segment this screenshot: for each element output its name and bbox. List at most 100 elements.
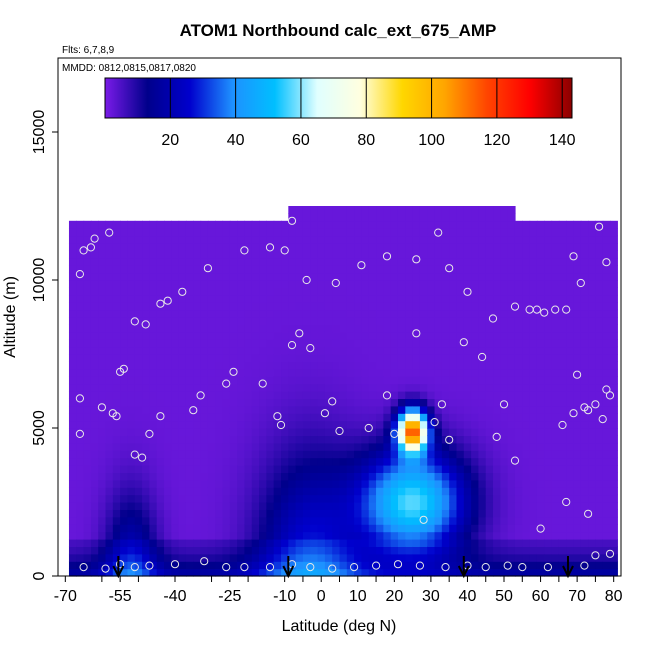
heatmap-cell: [580, 450, 589, 459]
heatmap-cell: [449, 391, 458, 399]
heatmap-cell: [185, 361, 194, 370]
heatmap-cell: [259, 294, 267, 303]
heatmap-cell: [602, 346, 611, 355]
heatmap-cell: [588, 487, 597, 496]
heatmap-cell: [266, 361, 275, 370]
heatmap-cell: [200, 494, 209, 503]
heatmap-cell: [317, 487, 326, 496]
heatmap-cell: [610, 509, 618, 518]
heatmap-cell: [441, 502, 450, 510]
heatmap-cell: [229, 265, 238, 274]
heatmap-cell: [507, 346, 516, 355]
heatmap-cell: [602, 457, 611, 466]
heatmap-cell: [419, 472, 428, 481]
heatmap-cell: [222, 561, 231, 570]
heatmap-cell: [507, 509, 516, 518]
heatmap-cell: [302, 435, 311, 444]
heatmap-cell: [149, 465, 158, 473]
heatmap-cell: [222, 317, 231, 325]
heatmap-cell: [485, 235, 494, 244]
heatmap-cell: [434, 546, 443, 555]
heatmap-cell: [383, 294, 392, 303]
heatmap-cell: [507, 465, 516, 473]
heatmap-cell: [281, 346, 289, 355]
heatmap-cell: [529, 309, 538, 318]
heatmap-cell: [354, 472, 363, 481]
heatmap-cell: [90, 450, 99, 459]
heatmap-cell: [558, 354, 567, 362]
heatmap-cell: [449, 398, 458, 407]
heatmap-cell: [281, 531, 289, 540]
heatmap-cell: [566, 539, 575, 547]
heatmap-cell: [222, 502, 231, 510]
heatmap-cell: [324, 265, 333, 274]
heatmap-cell: [237, 479, 246, 488]
heatmap-cell: [361, 450, 370, 459]
heatmap-cell: [478, 257, 487, 266]
heatmap-cell: [76, 450, 85, 459]
heatmap-cell: [441, 243, 450, 251]
heatmap-cell: [317, 546, 326, 555]
heatmap-cell: [68, 339, 77, 348]
heatmap-cell: [105, 228, 114, 237]
heatmap-cell: [244, 287, 253, 296]
heatmap-cell: [485, 346, 494, 355]
heatmap-cell: [361, 465, 370, 473]
heatmap-cell: [580, 250, 589, 259]
heatmap-cell: [178, 235, 187, 244]
colorbar-tick-label: 60: [292, 132, 310, 149]
heatmap-cell: [127, 546, 136, 555]
heatmap-cell: [390, 265, 399, 274]
sample-point: [481, 563, 490, 572]
heatmap-cell: [90, 457, 99, 466]
heatmap-cell: [419, 479, 428, 488]
heatmap-cell: [178, 294, 187, 303]
heatmap-cell: [127, 331, 136, 340]
heatmap-cell: [302, 368, 311, 377]
heatmap-cell: [68, 398, 77, 407]
heatmap-cell: [368, 280, 377, 288]
heatmap-cell: [156, 346, 165, 355]
heatmap-cell: [588, 539, 597, 547]
heatmap-cell: [332, 487, 341, 496]
heatmap-cell: [383, 228, 392, 237]
heatmap-cell: [105, 317, 114, 325]
heatmap-cell: [244, 450, 253, 459]
heatmap-cell: [127, 479, 136, 488]
heatmap-cell: [522, 309, 531, 318]
heatmap-cell: [456, 220, 465, 229]
heatmap-cell: [456, 479, 465, 488]
heatmap-cell: [295, 413, 304, 422]
heatmap-cell: [610, 442, 618, 451]
heatmap-cell: [76, 494, 85, 503]
heatmap-cell: [427, 361, 436, 370]
heatmap-cell: [273, 383, 282, 392]
heatmap-cell: [595, 465, 604, 473]
heatmap-cell: [419, 220, 428, 229]
heatmap-cell: [134, 272, 143, 281]
heatmap-cell: [485, 457, 494, 466]
heatmap-cell: [310, 302, 319, 311]
heatmap-cell: [580, 346, 589, 355]
heatmap-cell: [376, 568, 384, 577]
heatmap-cell: [302, 206, 311, 214]
heatmap-cell: [434, 405, 443, 414]
heatmap-cell: [390, 280, 399, 288]
heatmap-cell: [514, 265, 523, 274]
heatmap-cell: [259, 317, 267, 325]
heatmap-cell: [229, 376, 238, 385]
heatmap-cell: [536, 287, 545, 296]
heatmap-cell: [251, 391, 260, 399]
heatmap-cell: [266, 280, 275, 288]
heatmap-cell: [441, 487, 450, 496]
heatmap-cell: [105, 524, 114, 533]
heatmap-cell: [134, 376, 143, 385]
heatmap-cell: [573, 398, 582, 407]
heatmap-cell: [83, 272, 92, 281]
heatmap-cell: [222, 354, 231, 362]
heatmap-cell: [90, 272, 99, 281]
heatmap-cell: [478, 294, 487, 303]
heatmap-cell: [419, 442, 428, 451]
heatmap-cell: [405, 413, 414, 422]
heatmap-cell: [514, 450, 523, 459]
